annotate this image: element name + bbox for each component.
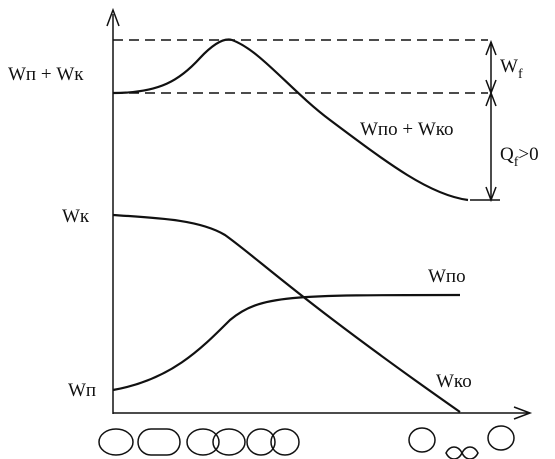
circle-shape [487,425,515,451]
label: Wп + Wк [8,64,84,85]
label: Wк [62,206,90,227]
ring-shape [270,428,300,456]
label: Q [500,144,514,165]
label: Qf>0 [500,144,539,170]
ring-shape [186,428,220,456]
total-curve [112,38,469,202]
wp-curve [112,293,461,392]
x-arrow [513,406,533,420]
label: Wко [436,371,472,392]
circle-shape [98,428,134,456]
y-arrow [106,7,120,27]
label-sub: f [514,155,519,170]
wk-curve [112,213,461,413]
shapes [98,425,515,459]
label: Wf [500,56,523,82]
label: >0 [518,144,538,165]
ring-shape [212,428,246,456]
label-sub: f [518,67,523,82]
label: W [500,56,518,77]
circle-shape [408,427,436,453]
ring-shape [246,428,276,456]
infinity-shape [445,446,479,459]
label: Wп [68,380,96,401]
label: Wпо + Wко [360,119,454,140]
capsule-shape [137,428,181,456]
dim-arrows [485,39,497,203]
label: Wпо [428,266,466,287]
